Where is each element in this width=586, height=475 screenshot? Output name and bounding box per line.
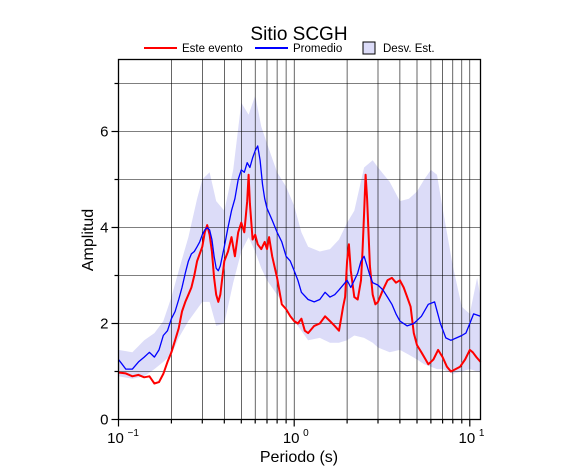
y-axis-label: Amplitud [80, 209, 97, 271]
x-tick-label-exponent: −1 [128, 428, 140, 439]
y-tick-label: 6 [100, 124, 108, 141]
std-dev-band-layer [118, 95, 481, 379]
x-tick-label-base: 10 [283, 430, 300, 447]
x-tick-label-exponent: 1 [479, 428, 485, 439]
x-tick-label: 10 0 [283, 428, 309, 447]
x-tick-label-base: 10 [107, 430, 124, 447]
tick-layer [111, 82, 471, 427]
series-layer [117, 145, 482, 385]
chart-title: Sitio SCGH [250, 24, 347, 45]
legend: Este evento Promedio Desv. Est. [144, 41, 435, 55]
legend-label-promedio: Promedio [293, 43, 342, 55]
plot-frame [117, 58, 482, 421]
x-tick-label-exponent: 0 [303, 428, 309, 439]
y-tick-label: 2 [100, 316, 108, 333]
legend-label-desv-est: Desv. Est. [383, 43, 435, 55]
x-axis-label: Periodo (s) [260, 449, 338, 466]
series-line-promedio [117, 145, 481, 370]
series-line-este-evento [118, 173, 482, 385]
y-tick-label: 4 [100, 220, 108, 237]
x-tick-label: 10 1 [458, 428, 484, 447]
std-dev-band [118, 95, 481, 379]
x-tick-label-base: 10 [458, 430, 475, 447]
legend-label-este-evento: Este evento [182, 43, 243, 55]
legend-swatch-desv-est [362, 41, 376, 55]
y-tick-label: 0 [100, 412, 108, 429]
x-tick-label: 10 −1 [107, 428, 139, 447]
